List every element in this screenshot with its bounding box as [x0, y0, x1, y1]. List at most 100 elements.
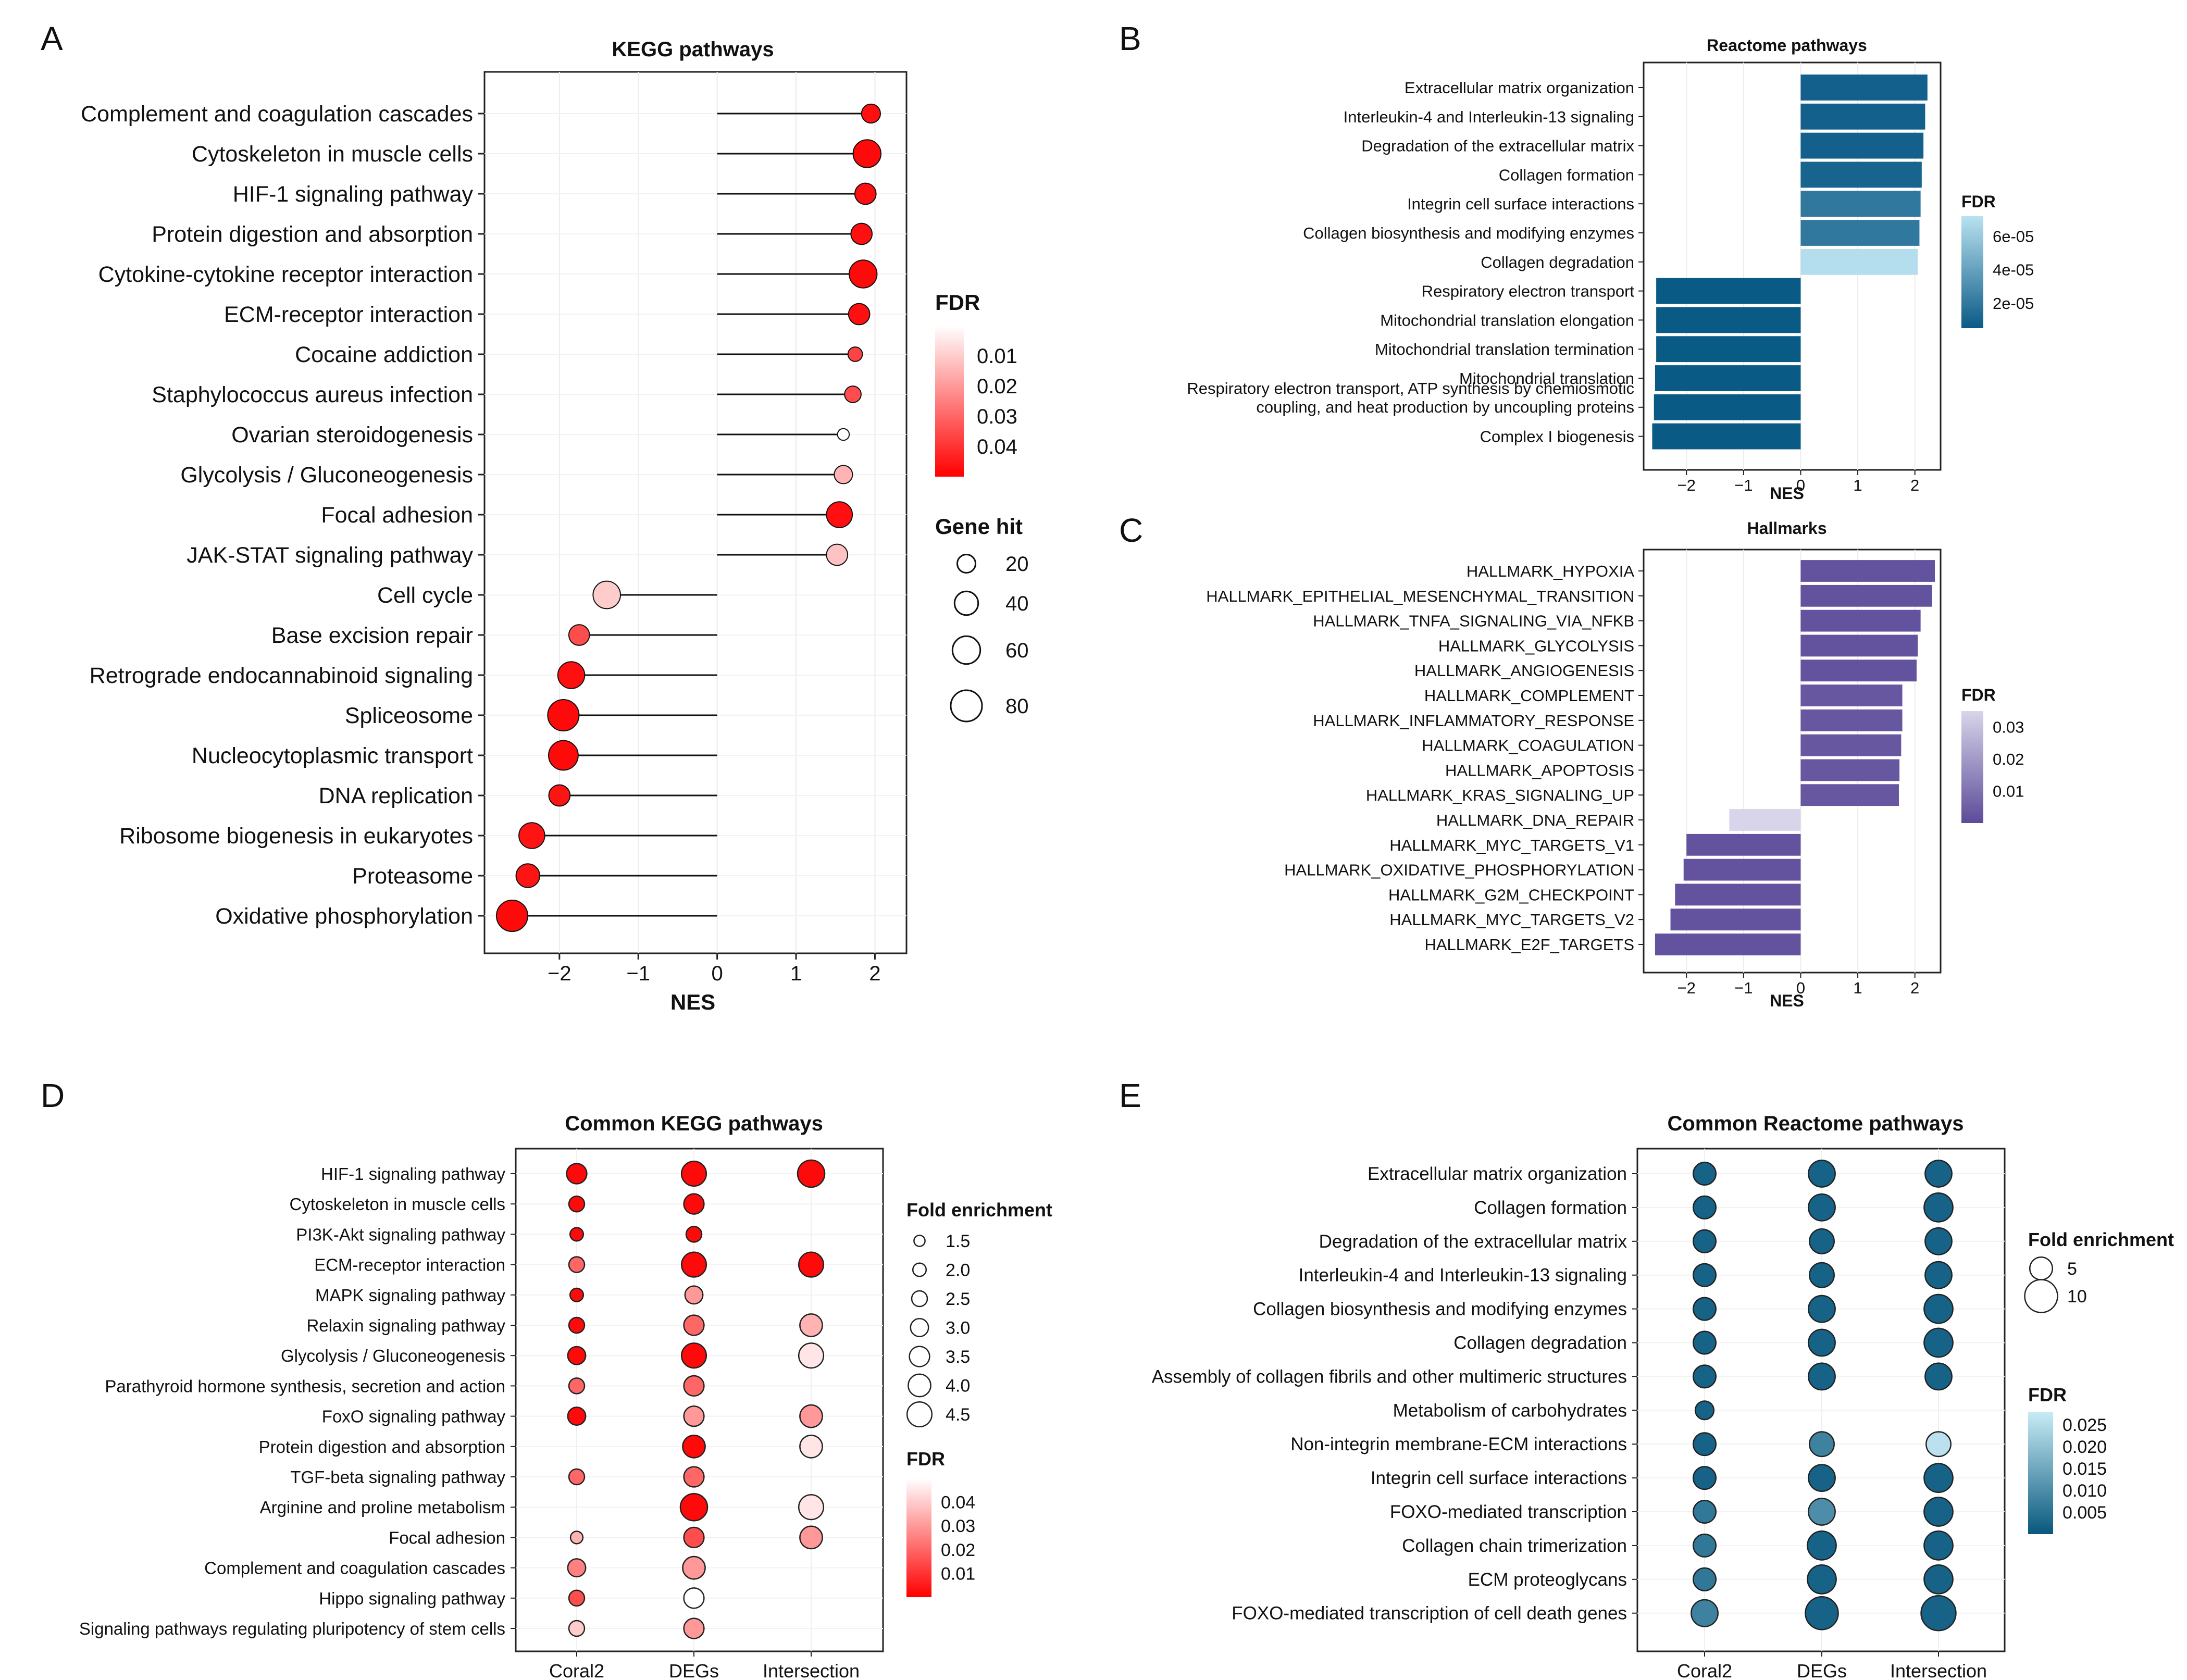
panel-a-fdr-legend-title: FDR — [935, 290, 980, 315]
pathway-label: Complement and coagulation cascades — [204, 1559, 505, 1578]
group-label: Coral2 — [549, 1660, 604, 1680]
enrichment-dot — [1693, 1297, 1717, 1321]
x-tick-label: −2 — [1677, 979, 1696, 997]
enrichment-dot — [1923, 1293, 1954, 1324]
pathway-label: Retrograde endocannabinoid signaling — [90, 663, 473, 688]
colorbar-label: 2e-05 — [1993, 294, 2034, 313]
pathway-label: TGF-beta signaling pathway — [290, 1467, 505, 1487]
size-legend-circle — [953, 590, 979, 616]
enrichment-dot — [1808, 1193, 1836, 1222]
enrichment-dot — [1924, 1261, 1953, 1289]
enrichment-dot — [683, 1587, 705, 1609]
pathway-label: FoxO signaling pathway — [322, 1407, 506, 1426]
pathway-label: Focal adhesion — [321, 503, 473, 528]
size-legend-label: 20 — [1005, 553, 1029, 576]
nes-bar — [1800, 161, 1922, 188]
panel-letter-c: C — [1119, 512, 1143, 549]
nes-bar — [1656, 278, 1801, 304]
panel-d-fdr-colorbar — [906, 1478, 931, 1597]
pathway-label: Cell cycle — [377, 583, 473, 608]
panel-letter-d: D — [41, 1077, 65, 1114]
lollipop-dot — [847, 346, 863, 362]
enrichment-dot — [685, 1226, 703, 1243]
size-legend-circle — [956, 553, 977, 574]
pathway-label-line: coupling, and heat production by uncoupl… — [1256, 398, 1634, 416]
nes-bar — [1800, 734, 1902, 756]
panel-c-title: Hallmarks — [1747, 519, 1827, 538]
panel-c-fdr-legend-title: FDR — [1961, 686, 1996, 704]
enrichment-dot — [1693, 1567, 1717, 1591]
nes-bar — [1729, 809, 1801, 831]
enrichment-dot — [1809, 1262, 1835, 1288]
nes-bar — [1800, 103, 1925, 130]
panel-a-x-axis-title: NES — [670, 990, 715, 1014]
lollipop-dot — [850, 222, 873, 245]
lollipop-dot — [592, 580, 621, 609]
enrichment-dot — [1924, 1362, 1953, 1391]
size-legend-circle — [906, 1401, 933, 1428]
nes-bar — [1800, 74, 1928, 101]
enrichment-dot — [680, 1342, 707, 1369]
nes-bar — [1670, 909, 1801, 931]
x-tick-label: 2 — [1910, 979, 1919, 997]
pathway-label: ECM-receptor interaction — [224, 302, 473, 327]
pathway-label-line: Respiratory electron transport, ATP synt… — [1187, 379, 1634, 397]
size-legend-label: 5 — [2067, 1259, 2077, 1279]
colorbar-label: 0.025 — [2062, 1415, 2107, 1435]
x-tick-label: −2 — [548, 962, 571, 985]
panel-b-fdr-colorbar — [1961, 216, 1983, 328]
pathway-label: HALLMARK_APOPTOSIS — [1445, 761, 1634, 779]
x-tick-label: −1 — [626, 962, 650, 985]
pathway-label: Non-integrin membrane-ECM interactions — [1290, 1434, 1627, 1454]
nes-bar — [1800, 584, 1932, 607]
enrichment-dot — [799, 1525, 823, 1550]
nes-bar — [1655, 365, 1801, 391]
colorbar-label: 0.01 — [1993, 782, 2024, 801]
pathway-label: Mitochondrial translation elongation — [1380, 311, 1634, 329]
pathway-label: Oxidative phosphorylation — [215, 904, 473, 929]
enrichment-dot — [1808, 1160, 1836, 1188]
size-legend-circle — [908, 1373, 931, 1398]
enrichment-dot — [680, 1251, 707, 1278]
enrichment-dot — [567, 1346, 587, 1365]
lollipop-dot — [568, 624, 590, 646]
pathway-label: HIF-1 signaling pathway — [321, 1164, 506, 1184]
colorbar-label: 0.03 — [977, 405, 1017, 428]
lollipop-dot — [547, 699, 580, 732]
pathway-label: HALLMARK_COAGULATION — [1422, 737, 1634, 755]
panel-d-fold-legend-title: Fold enrichment — [906, 1199, 1052, 1221]
pathway-label: Proteasome — [352, 864, 473, 889]
panel-a-kegg-lollipop: KEGG pathways −2 −1 0 1 2 Complement and coag… — [81, 38, 1028, 1014]
enrichment-dot — [1693, 1195, 1717, 1219]
enrichment-dot — [1808, 1328, 1836, 1357]
enrichment-dot — [567, 1407, 587, 1426]
pathway-label: Degradation of the extracellular matrix — [1361, 137, 1634, 155]
panel-c-hallmark-bars: Hallmarks −2 −1 0 1 2 HALLMARK_HYPOXIA HALLMAR… — [1206, 519, 2024, 1010]
size-legend-circle — [913, 1235, 926, 1247]
group-label: Coral2 — [1677, 1660, 1732, 1680]
enrichment-dot — [1694, 1400, 1715, 1421]
nes-bar — [1656, 307, 1801, 333]
pathway-label: Collagen formation — [1499, 166, 1634, 184]
x-tick-label: 2 — [869, 962, 880, 985]
nes-bar — [1654, 394, 1801, 420]
lollipop-dot — [848, 303, 871, 326]
enrichment-dot — [1807, 1530, 1837, 1561]
enrichment-dot — [1923, 1530, 1954, 1561]
pathway-label: Nucleocytoplasmic transport — [192, 743, 473, 768]
enrichment-dot — [798, 1342, 825, 1369]
x-tick-label: 0 — [712, 962, 723, 985]
enrichment-dot — [683, 1314, 705, 1336]
colorbar-label: 0.02 — [941, 1540, 975, 1560]
pathway-label: JAK-STAT signaling pathway — [187, 543, 473, 568]
pathway-label: ECM-receptor interaction — [314, 1255, 505, 1275]
enrichment-dot — [1693, 1229, 1717, 1253]
enrichment-dot — [1809, 1228, 1835, 1254]
group-label: DEGs — [669, 1660, 719, 1680]
size-legend-label: 40 — [1005, 592, 1029, 615]
size-legend-label: 80 — [1005, 695, 1029, 718]
enrichment-dot — [683, 1526, 705, 1549]
pathway-label: Ovarian steroidogenesis — [231, 422, 473, 447]
nes-bar — [1652, 423, 1801, 450]
lollipop-dot — [849, 259, 878, 289]
